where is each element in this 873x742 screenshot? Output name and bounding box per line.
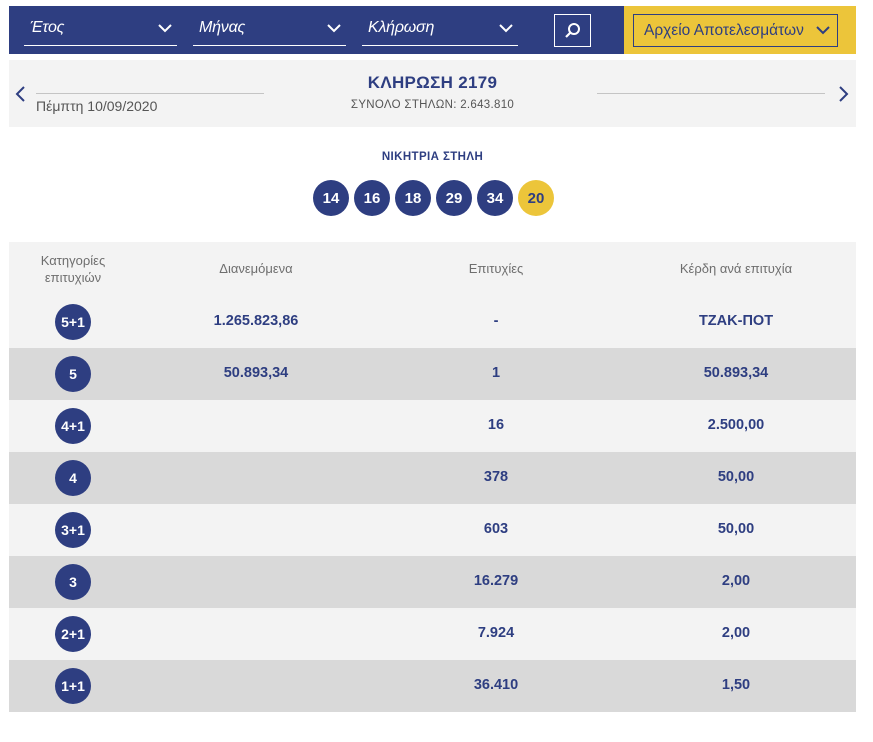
winning-number-ball: 14 bbox=[313, 180, 349, 216]
winners-cell: 7.924 bbox=[477, 625, 515, 641]
archive-dropdown[interactable]: Αρχείο Αποτελεσμάτων bbox=[633, 14, 838, 47]
draw-info-bar: Πέμπτη 10/09/2020 ΚΛΗΡΩΣΗ 2179 ΣΥΝΟΛΟ ΣΤ… bbox=[9, 60, 856, 127]
table-row: 5 50.893,34 1 50.893,34 bbox=[9, 348, 856, 400]
joker-number-ball: 20 bbox=[518, 180, 554, 216]
month-select-label: Μήνας bbox=[199, 19, 246, 36]
winning-number-ball: 34 bbox=[477, 180, 513, 216]
distributed-cell: 50.893,34 bbox=[223, 365, 289, 381]
table-row: 1+1 36.410 1,50 bbox=[9, 660, 856, 712]
header-winners: Επιτυχίες bbox=[468, 261, 524, 276]
winners-cell: - bbox=[493, 313, 499, 329]
header-distributed: Διανεμόμενα bbox=[219, 261, 293, 276]
prize-cell: 50.893,34 bbox=[703, 365, 769, 381]
chevron-left-icon bbox=[15, 86, 25, 102]
category-badge: 2+1 bbox=[55, 616, 91, 652]
month-select[interactable]: Μήνας bbox=[193, 16, 346, 46]
table-row: 4 378 50,00 bbox=[9, 452, 856, 504]
prize-cell: 50,00 bbox=[717, 469, 755, 485]
category-badge: 4 bbox=[55, 460, 91, 496]
winners-cell: 603 bbox=[483, 521, 509, 537]
filter-bar: Έτος Μήνας Κλήρωση Αρχείο Αποτελεσμάτων bbox=[9, 6, 856, 54]
next-draw-button[interactable] bbox=[834, 82, 852, 106]
distributed-cell: 1.265.823,86 bbox=[213, 313, 299, 329]
category-badge: 5+1 bbox=[55, 304, 91, 340]
table-row: 3+1 603 50,00 bbox=[9, 504, 856, 556]
prize-cell: ΤΖΑΚ-ΠΟΤ bbox=[698, 313, 774, 329]
chevron-down-icon bbox=[816, 26, 830, 35]
winning-number-ball: 16 bbox=[354, 180, 390, 216]
total-columns: ΣΥΝΟΛΟ ΣΤΗΛΩΝ: 2.643.810 bbox=[350, 99, 515, 111]
winners-cell: 16.279 bbox=[473, 573, 519, 589]
winning-numbers: 14 16 18 29 34 20 bbox=[313, 180, 554, 216]
previous-draw-button[interactable] bbox=[12, 82, 30, 106]
table-row: 2+1 7.924 2,00 bbox=[9, 608, 856, 660]
search-icon bbox=[565, 23, 580, 38]
divider-left bbox=[36, 93, 264, 94]
category-badge: 4+1 bbox=[55, 408, 91, 444]
header-category: Κατηγορίες επιτυχιών bbox=[40, 253, 106, 285]
prize-cell: 2.500,00 bbox=[707, 417, 765, 433]
year-select-label: Έτος bbox=[30, 19, 65, 36]
draw-select-label: Κλήρωση bbox=[368, 19, 435, 36]
draw-date: Πέμπτη 10/09/2020 bbox=[36, 98, 158, 114]
year-select[interactable]: Έτος bbox=[24, 16, 177, 46]
archive-panel: Αρχείο Αποτελεσμάτων bbox=[624, 6, 856, 54]
winners-cell: 378 bbox=[483, 469, 509, 485]
winners-cell: 16 bbox=[487, 417, 505, 433]
divider-right bbox=[597, 93, 825, 94]
prize-cell: 2,00 bbox=[721, 573, 751, 589]
chevron-down-icon bbox=[158, 24, 172, 33]
table-row: 5+1 1.265.823,86 - ΤΖΑΚ-ΠΟΤ bbox=[9, 296, 856, 348]
winners-cell: 1 bbox=[491, 365, 501, 381]
prize-cell: 2,00 bbox=[721, 625, 751, 641]
draw-select[interactable]: Κλήρωση bbox=[362, 16, 518, 46]
winning-column-title: ΝΙΚΗΤΡΙΑ ΣΤΗΛΗ bbox=[381, 151, 484, 163]
results-table: Κατηγορίες επιτυχιών Διανεμόμενα Επιτυχί… bbox=[9, 242, 856, 712]
prize-cell: 1,50 bbox=[721, 677, 751, 693]
category-badge: 1+1 bbox=[55, 668, 91, 704]
archive-dropdown-label: Αρχείο Αποτελεσμάτων bbox=[644, 22, 804, 39]
winning-number-ball: 18 bbox=[395, 180, 431, 216]
chevron-right-icon bbox=[839, 86, 849, 102]
category-badge: 3+1 bbox=[55, 512, 91, 548]
draw-title: ΚΛΗΡΩΣΗ 2179 bbox=[367, 73, 498, 92]
chevron-down-icon bbox=[327, 24, 341, 33]
table-row: 3 16.279 2,00 bbox=[9, 556, 856, 608]
category-badge: 5 bbox=[55, 356, 91, 392]
winning-number-ball: 29 bbox=[436, 180, 472, 216]
category-badge: 3 bbox=[55, 564, 91, 600]
table-header: Κατηγορίες επιτυχιών Διανεμόμενα Επιτυχί… bbox=[9, 242, 856, 296]
winners-cell: 36.410 bbox=[473, 677, 519, 693]
search-button[interactable] bbox=[554, 14, 591, 47]
chevron-down-icon bbox=[499, 24, 513, 33]
table-row: 4+1 16 2.500,00 bbox=[9, 400, 856, 452]
header-prize: Κέρδη ανά επιτυχία bbox=[679, 261, 793, 276]
prize-cell: 50,00 bbox=[717, 521, 755, 537]
